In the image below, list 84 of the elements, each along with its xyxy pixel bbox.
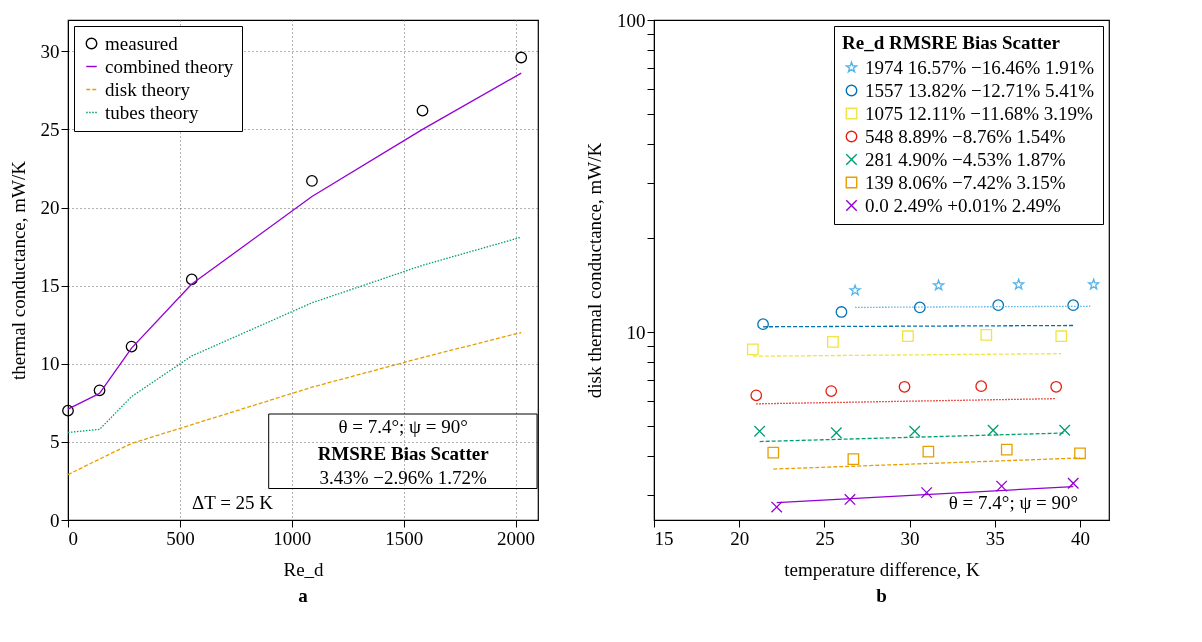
point [1055,330,1068,343]
point [902,330,914,343]
point [835,306,848,318]
point [1067,299,1080,312]
point [185,273,198,286]
point [93,384,106,397]
annotation: θ = 7.4°; ψ = 90° [338,416,468,437]
point [753,425,766,438]
annotation: RMSRE Bias Scatter [317,442,490,464]
x-axis-title: Re_d [283,558,325,580]
y-tick-label: 25 [40,118,60,140]
point [125,340,138,353]
y-tick-label: 10 [40,353,60,375]
point [844,493,856,506]
x-axis-title: temperature difference, K [784,558,980,580]
point [62,404,74,417]
point [992,299,1005,312]
point [847,453,860,465]
x-tick-label: 1000 [273,527,312,549]
point [995,480,1008,493]
text: a [298,585,309,606]
point [767,446,780,459]
point [922,445,935,458]
legend-label: 548 8.89% −8.76% 1.54% [865,125,1066,147]
legend-label: 0.0 2.49% +0.01% 2.49% [865,194,1062,216]
point [908,425,921,438]
legend-label: 1557 13.82% −12.71% 5.41% [865,79,1095,101]
point [746,343,759,356]
point [416,104,429,117]
y-tick-label: 100 [617,9,646,31]
x-tick-label: 1500 [385,527,424,549]
point [1058,424,1071,437]
legend-label: 281 4.90% −4.53% 1.87% [865,148,1066,170]
point [932,279,945,291]
y-tick-label: 5 [50,431,60,453]
x-tick-label: 25 [815,527,835,549]
point [987,424,1000,437]
x-tick-label: 40 [1071,527,1091,549]
annotation: θ = 7.4°; ψ = 90° [948,491,1079,513]
point [920,486,933,499]
y-tick-label: 15 [40,275,60,297]
legend-label: tubes theory [105,101,199,123]
point [770,501,783,513]
legend-label: combined theory [105,55,234,77]
x-tick-label: 15 [654,527,674,549]
legend-label: measured [105,32,179,54]
point [849,284,861,296]
point [306,175,318,187]
legend-label: 1075 12.11% −11.68% 3.19% [865,102,1093,124]
x-tick-label: 30 [900,527,920,549]
point [980,328,993,341]
point [1050,380,1063,393]
x-tick-label: 0 [68,527,78,549]
point [827,336,839,348]
point [975,380,988,393]
annotation: ΔT = 25 K [191,491,274,513]
y-tick-label: 20 [40,197,60,218]
point [1074,447,1086,460]
x-tick-label: 35 [985,527,1005,549]
y-tick-label: 0 [50,509,60,531]
point [757,318,769,331]
point [898,380,911,393]
point [1013,278,1025,290]
x-tick-label: 20 [730,527,750,549]
y-axis-title: disk thermal conductance, mW/K [584,142,605,399]
text: b [876,585,887,606]
legend-label: disk theory [105,78,191,100]
legend-label: 1974 16.57% −16.46% 1.91% [865,56,1095,78]
x-tick-label: 2000 [497,527,536,549]
point [830,426,843,439]
point [913,301,926,314]
legend-title: Re_d RMSRE Bias Scatter [842,32,1061,53]
point [1067,477,1080,490]
point [1088,278,1100,290]
point [825,385,838,397]
y-tick-label: 10 [626,321,646,343]
point [750,389,763,402]
x-tick-label: 500 [166,527,195,549]
annotation: 3.43% −2.96% 1.72% [319,467,487,488]
y-axis-title: thermal conductance, mW/K [7,160,29,380]
point [515,51,528,64]
y-tick-label: 30 [40,40,60,62]
point [1000,443,1013,456]
legend-label: 139 8.06% −7.42% 3.15% [865,171,1066,193]
